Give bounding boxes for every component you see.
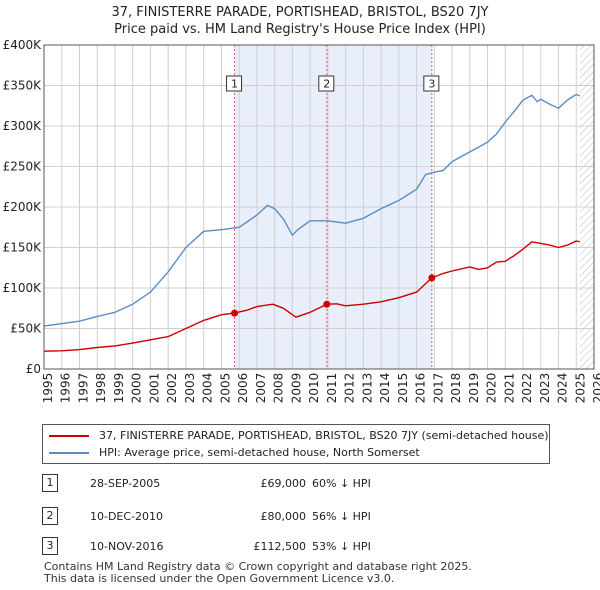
- x-tick-label: 2004: [201, 373, 215, 404]
- transaction-price: £80,000: [260, 510, 307, 523]
- plot-frame: [43, 44, 595, 370]
- transaction-price: £69,000: [260, 477, 307, 490]
- x-tick-label: 2019: [467, 373, 481, 404]
- x-tick-label: 2020: [485, 373, 499, 404]
- sale-marker-label: 3: [428, 78, 435, 91]
- x-tick-label: 2006: [236, 373, 250, 404]
- x-tick-label: 2022: [520, 373, 534, 404]
- legend-label-property: 37, FINISTERRE PARADE, PORTISHEAD, BRIST…: [99, 429, 549, 442]
- y-tick-label: £350K: [3, 79, 43, 93]
- legend-swatch-hpi: [49, 452, 89, 454]
- transaction-number: 2: [42, 507, 58, 525]
- x-tick-label: 2000: [130, 373, 144, 404]
- hpi-series-line: [43, 93, 581, 327]
- x-tick-label: 2016: [414, 373, 428, 404]
- transaction-price: £112,500: [253, 540, 307, 553]
- chart-legend: 37, FINISTERRE PARADE, PORTISHEAD, BRIST…: [42, 424, 550, 464]
- x-tick-label: 2007: [254, 373, 268, 404]
- x-tick-label: 2023: [538, 373, 552, 404]
- chart-subtitle: Price paid vs. HM Land Registry's House …: [114, 22, 486, 37]
- legend-label-hpi: HPI: Average price, semi-detached house,…: [99, 446, 420, 459]
- transaction-date: 10-NOV-2016: [90, 540, 164, 553]
- x-tick-label: 2017: [431, 373, 445, 404]
- x-tick-label: 2015: [396, 373, 410, 404]
- x-tick-label: 2001: [147, 373, 161, 404]
- sale-marker-label: 1: [231, 78, 238, 91]
- y-tick-label: £150K: [3, 241, 43, 255]
- transaction-date: 10-DEC-2010: [90, 510, 164, 523]
- transaction-number: 1: [42, 474, 58, 492]
- table-row: 3 10-NOV-2016 £112,500 53% ↓ HPI: [42, 537, 562, 555]
- x-tick-label: 2008: [272, 373, 286, 404]
- x-tick-label: 1999: [112, 373, 126, 404]
- transaction-number: 3: [42, 537, 58, 555]
- x-tick-label: 2009: [289, 373, 303, 404]
- table-row: 1 28-SEP-2005 £69,000 60% ↓ HPI: [42, 474, 562, 492]
- sale-marker-box: [318, 75, 335, 92]
- sale-point: [428, 274, 436, 282]
- y-tick-label: £300K: [3, 119, 43, 133]
- sale-marker-box: [226, 75, 243, 92]
- price-chart: 1 2 3 £0 £50K £100K £150K £200K £250K £300K £350K £…: [3, 38, 600, 404]
- chart-title: 37, FINISTERRE PARADE, PORTISHEAD, BRIST…: [111, 5, 489, 20]
- y-tick-label: £400K: [3, 38, 43, 52]
- x-tick-label: 2002: [165, 373, 179, 404]
- transaction-date: 28-SEP-2005: [90, 477, 161, 490]
- footer-line-2: This data is licensed under the Open Gov…: [44, 572, 395, 585]
- x-tick-label: 2026: [591, 373, 600, 404]
- y-tick-label: £200K: [3, 200, 43, 214]
- sale-marker-label: 2: [323, 78, 330, 91]
- x-tick-label: 2018: [449, 373, 463, 404]
- footer: Contains HM Land Registry data © Crown c…: [44, 561, 472, 585]
- property-series-line: [43, 240, 580, 352]
- table-row: 2 10-DEC-2010 £80,000 56% ↓ HPI: [42, 507, 562, 525]
- x-tick-label: 2010: [307, 373, 321, 404]
- transaction-hpi: 56% ↓ HPI: [312, 510, 371, 523]
- sale-marker-box: [423, 75, 440, 92]
- x-tick-label: 1995: [41, 373, 55, 404]
- y-tick-label: £50K: [10, 322, 42, 336]
- x-tick-label: 2024: [556, 373, 570, 404]
- x-tick-label: 2003: [183, 373, 197, 404]
- x-tick-label: 1998: [94, 373, 108, 404]
- x-tick-label: 2005: [218, 373, 232, 404]
- x-tick-label: 1996: [59, 373, 73, 404]
- y-tick-label: £100K: [3, 281, 43, 295]
- x-tick-label: 1997: [76, 373, 90, 404]
- x-tick-label: 2012: [343, 373, 357, 404]
- x-tick-label: 2014: [378, 373, 392, 404]
- footer-line-1: Contains HM Land Registry data © Crown c…: [44, 560, 472, 573]
- y-tick-label: £0: [26, 362, 41, 376]
- sale-point: [323, 300, 331, 308]
- x-tick-label: 2025: [573, 373, 587, 404]
- y-tick-label: £250K: [3, 160, 43, 174]
- transaction-hpi: 60% ↓ HPI: [312, 477, 371, 490]
- x-tick-label: 2013: [360, 373, 374, 404]
- legend-swatch-property: [49, 435, 89, 437]
- sale-point: [231, 309, 239, 317]
- transaction-hpi: 53% ↓ HPI: [312, 540, 371, 553]
- x-tick-label: 2011: [325, 373, 339, 404]
- x-tick-label: 2021: [502, 373, 516, 404]
